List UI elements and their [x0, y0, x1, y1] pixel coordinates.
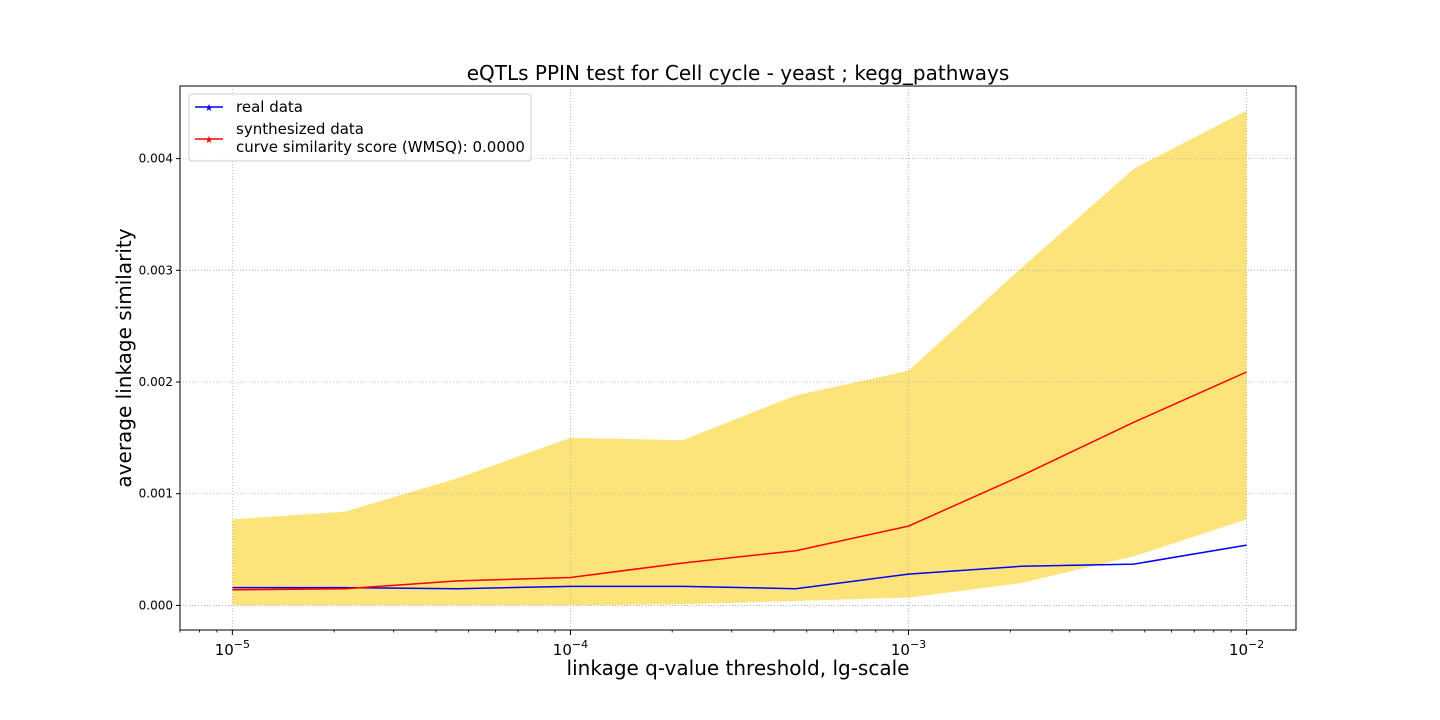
x-tick-label: 10−3	[891, 638, 926, 659]
confidence-band	[232, 110, 1247, 606]
y-tick-label: 0.000	[139, 598, 173, 612]
legend-label-synthesized-data: synthesized data	[236, 120, 364, 138]
y-tick-label: 0.003	[139, 263, 173, 277]
legend-box	[188, 93, 532, 162]
legend-label-real-data: real data	[236, 98, 303, 116]
x-axis-title: linkage q-value threshold, lg-scale	[567, 656, 910, 680]
legend: ★ real data ★ synthesized data curve sim…	[188, 93, 532, 162]
chart-title: eQTLs PPIN test for Cell cycle - yeast ;…	[467, 61, 1010, 85]
series-line-synthesized-data	[232, 371, 1247, 591]
grid-layer	[180, 86, 1296, 630]
series-layer	[232, 371, 1247, 591]
y-tick-label: 0.002	[139, 375, 173, 389]
series-line-real-data	[232, 544, 1247, 590]
legend-real-data-marker: ★	[205, 103, 214, 114]
tick-layer: 0.000 0.001 0.002 0.003 0.004 10−5 10−4 10−3 10−…	[139, 152, 1265, 659]
y-tick-label: 0.001	[139, 487, 173, 501]
legend-synthesized-data-marker: ★	[205, 135, 214, 146]
confidence-band-layer	[232, 110, 1247, 606]
x-tick-label: 10−2	[1229, 638, 1264, 659]
y-axis-title: average linkage similarity	[112, 228, 136, 487]
x-tick-label: 10−4	[553, 638, 588, 659]
legend-label-wmsq-score: curve similarity score (WMSQ): 0.0000	[236, 138, 525, 156]
x-tick-label: 10−5	[215, 638, 250, 659]
y-tick-label: 0.004	[139, 152, 173, 166]
plot-frame	[179, 85, 1297, 631]
